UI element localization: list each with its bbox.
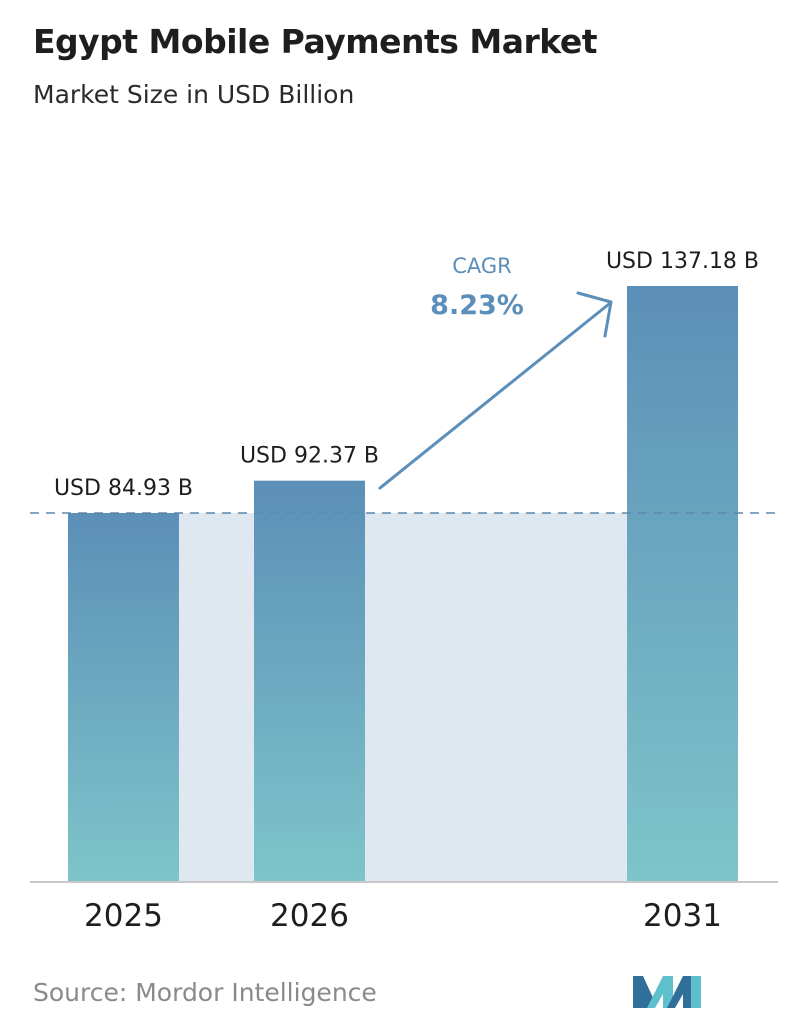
cagr-arrowhead	[576, 291, 613, 338]
value-label-2025: USD 84.93 B	[54, 476, 193, 501]
value-label-2026: USD 92.37 B	[240, 444, 379, 469]
bar-2026	[254, 480, 365, 882]
cagr-value: 8.23%	[430, 290, 524, 321]
x-tick-label-2025: 2025	[84, 898, 163, 934]
cagr-label: CAGR	[452, 254, 512, 278]
chart-title: Egypt Mobile Payments Market	[33, 22, 598, 61]
x-tick-label-2031: 2031	[643, 898, 722, 934]
chart-subtitle: Market Size in USD Billion	[33, 80, 355, 109]
x-tick-label-2026: 2026	[270, 898, 349, 934]
mordor-intelligence-logo-icon	[633, 976, 701, 1008]
bar-2025	[68, 513, 179, 882]
bar-2031	[627, 286, 738, 882]
reference-band	[68, 513, 738, 882]
bar-chart: USD 84.93 B 2025 USD 92.37 B 2026 USD 137.18…	[30, 249, 782, 934]
value-label-2031: USD 137.18 B	[606, 249, 759, 274]
cagr-arrow	[378, 302, 611, 490]
source-note: Source: Mordor Intelligence	[33, 978, 377, 1007]
